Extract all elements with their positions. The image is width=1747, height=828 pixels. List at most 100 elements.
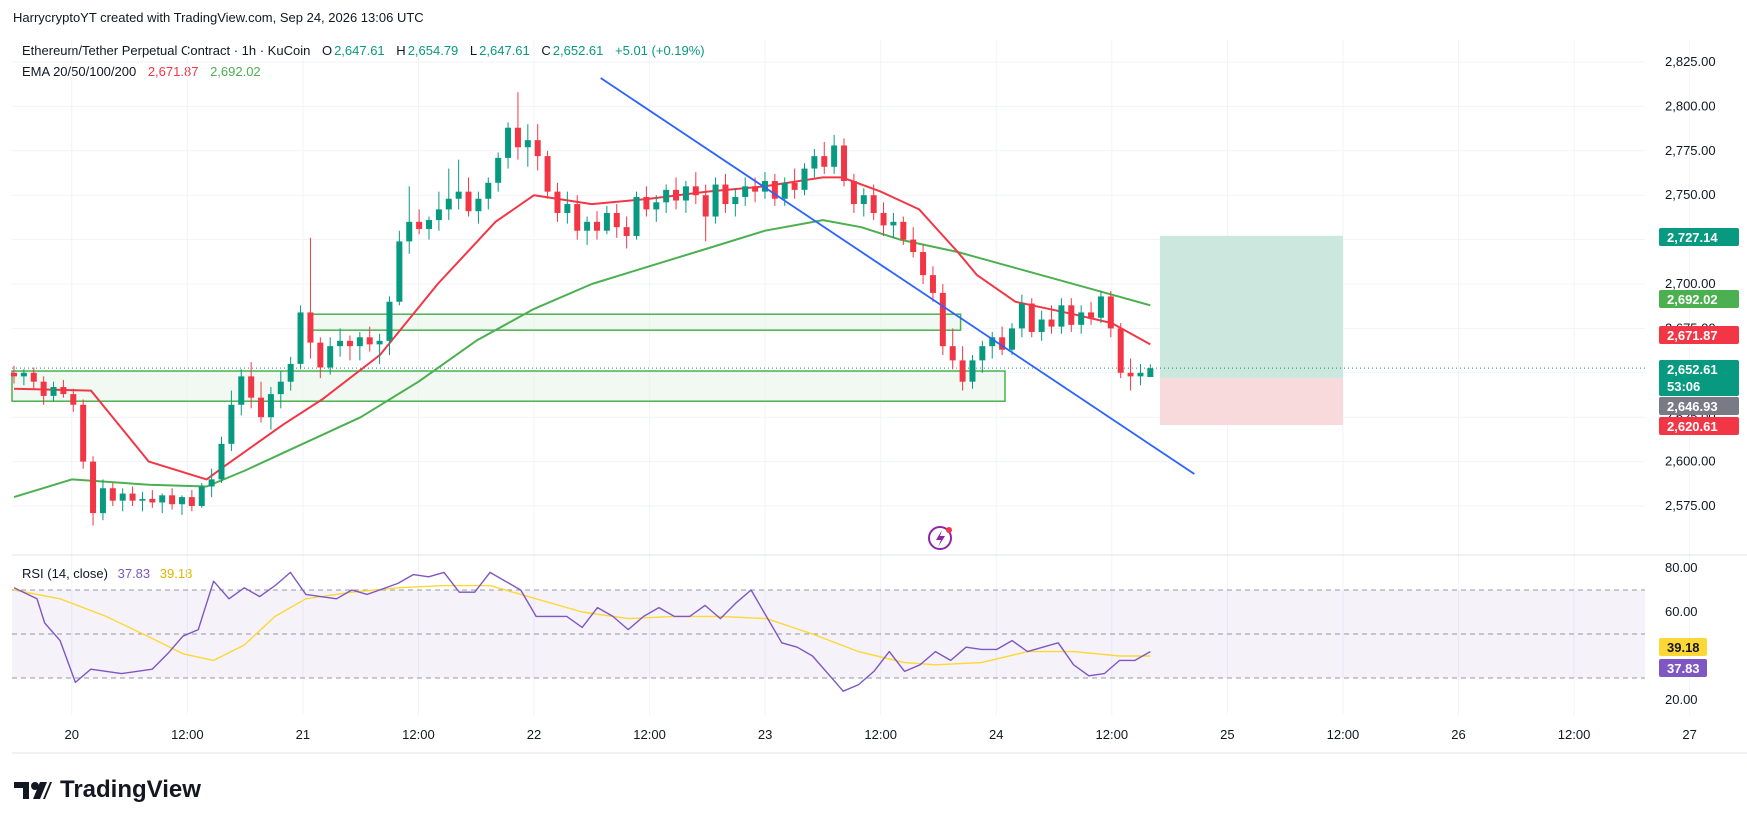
candle-body [198,486,205,506]
close-label: C [541,43,551,58]
candle-body [218,443,225,480]
candle-body [771,180,778,199]
time-axis: 20 12:00 21 12:00 22 12:00 23 12:00 24 12:00 25 12:… [65,727,1697,742]
rsi-axis: 80.00 60.00 20.00 [1665,560,1698,707]
candle-body [1088,312,1095,318]
candle-body [109,488,116,501]
time-tick-label: 12:00 [1327,727,1360,742]
candle-body [524,140,531,148]
candle-body [673,189,680,201]
candle-body [603,212,610,231]
symbol-legend: Ethereum/Tether Perpetual Contract · 1h … [22,43,707,58]
ema50-line [13,219,1151,499]
rsi-legend[interactable]: RSI (14, close) 37.83 39.18 [22,566,192,581]
rsi-tag [1659,638,1707,656]
candle-body [20,372,27,377]
candle-body [169,495,176,505]
close-value: 2,652.61 [552,43,604,58]
price-tag [1659,397,1739,415]
time-tick-label: 21 [296,727,310,742]
candle-body [663,189,670,203]
candle-body [1009,328,1016,350]
candle-body [1117,328,1124,373]
candle-body [445,198,452,210]
candle-body [1018,303,1025,329]
price-tick-label: 2,825.00 [1665,54,1716,69]
candle-body [406,221,413,242]
candle-body [643,196,650,210]
candle-body [99,488,106,514]
descending-trendline [600,77,1195,475]
countdown-label: 53:06 [1667,379,1700,394]
candle-body [287,363,294,382]
price-tag [1659,360,1739,396]
candle-body [682,186,689,201]
candle-body [722,184,729,205]
tradingview-watermark[interactable]: TradingView [14,776,201,804]
candle-body [633,196,640,237]
candle-body [426,220,433,229]
candle-body [1107,296,1114,329]
candle-body [781,182,788,199]
price-tag [1659,228,1739,246]
price-tick-label: 2,750.00 [1665,187,1716,202]
time-tick-label: 23 [758,727,772,742]
candle-body [356,337,363,347]
candle-body [90,461,97,514]
price-tag [1659,290,1739,308]
candle-body [850,180,857,205]
candle-body [564,204,571,213]
candle-body [544,156,551,192]
candle-body [228,404,235,444]
open-label: O [321,43,333,58]
rsi-value: 37.83 [117,566,151,581]
candle-body [129,493,136,501]
rsi-tag [1659,659,1707,677]
candle-body [900,221,907,240]
candle-body [258,397,265,418]
candle-body [791,182,798,190]
candle-body [574,204,581,231]
candle-body [465,191,472,212]
candle-body [317,342,324,368]
candle-body [505,127,512,158]
candle-body [1078,312,1085,325]
ema20-line [13,176,1151,481]
candle-body [307,312,314,343]
candle-body [969,360,976,382]
rsi-tick-label: 60.00 [1665,604,1698,619]
candle-body [910,239,917,253]
candle-body [435,209,442,221]
candle-body [475,198,482,212]
time-tick-label: 12:00 [402,727,435,742]
candle-body [1028,303,1035,332]
price-tick-label: 2,775.00 [1665,143,1716,158]
price-tags: 2,727.14 2,692.02 2,671.87 2,652.61 53:06 2,6… [1659,228,1739,677]
candle-body [514,127,521,148]
candle-body [732,196,739,205]
candle-body [297,312,304,364]
candle-body [80,404,87,462]
candle-body [139,498,146,501]
candle-body [702,195,709,217]
ema50-value: 2,692.02 [210,64,261,79]
candle-body [238,376,245,405]
candle-body [30,372,37,382]
symbol-title[interactable]: Ethereum/Tether Perpetual Contract · 1h … [22,43,311,58]
candle-body [1137,372,1144,377]
candle-body [801,168,808,190]
price-tag-label: 2,652.61 [1667,362,1718,377]
candle-body [396,241,403,302]
candle-body [811,156,818,169]
candle-body [890,221,897,226]
rsi-tag-label: 39.18 [1667,640,1700,655]
candle-body [327,346,334,368]
candle-body [949,346,956,361]
high-label: H [396,43,406,58]
ema-legend[interactable]: EMA 20/50/100/200 2,671.87 2,692.02 [22,64,263,79]
candle-body [1058,305,1065,327]
time-tick-label: 27 [1682,727,1696,742]
candle-body [623,227,630,237]
time-tick-label: 20 [65,727,79,742]
